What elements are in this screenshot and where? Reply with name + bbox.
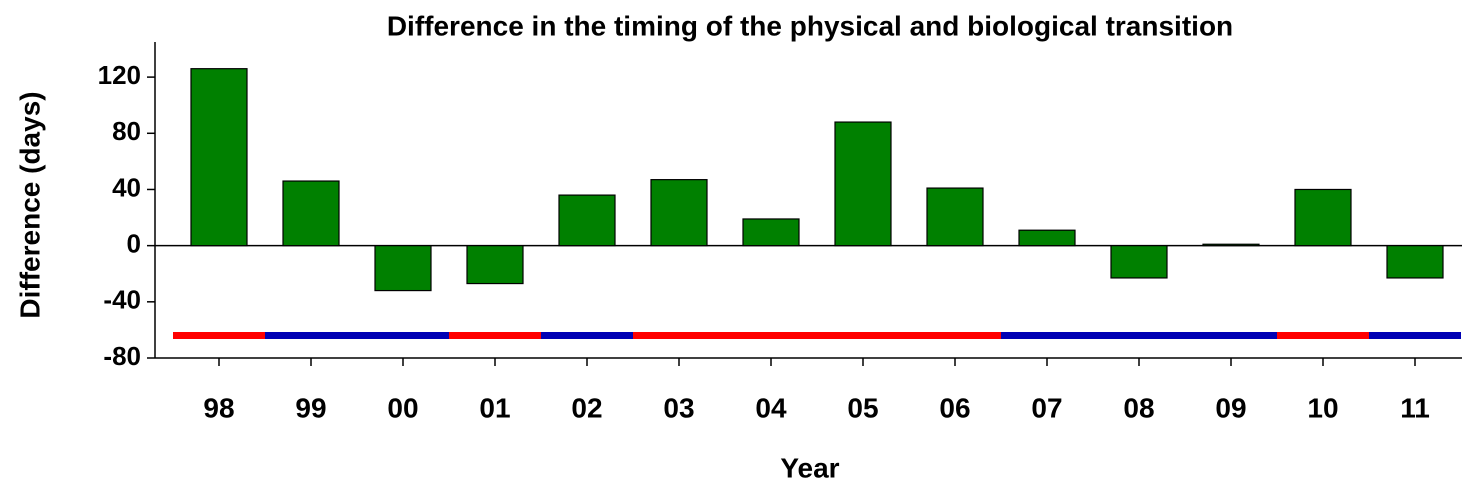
bar [1386,245,1444,279]
y-tick-label: -40 [103,285,141,315]
bar [742,218,800,247]
y-tick-label: -80 [103,341,141,371]
chart-title: Difference in the timing of the physical… [387,10,1233,41]
x-tick-label: 98 [203,392,234,423]
bar [1294,188,1352,247]
bar [650,179,708,247]
x-tick-label: 01 [479,392,510,423]
x-tick-label: 03 [663,392,694,423]
bar [1110,245,1168,279]
x-tick-label: 99 [295,392,326,423]
x-axis-label: Year [780,452,839,483]
y-tick-label: 120 [98,60,141,90]
bar [926,187,984,247]
y-axis-label: Difference (days) [14,91,45,318]
x-tick-label: 02 [571,392,602,423]
y-tick-label: 80 [112,116,141,146]
bar [190,68,248,247]
x-tick-label: 10 [1307,392,1338,423]
bar [1018,229,1076,247]
x-tick-label: 07 [1031,392,1062,423]
x-tick-label: 11 [1400,392,1430,423]
x-tick-label: 09 [1215,392,1246,423]
x-tick-label: 06 [939,392,970,423]
x-tick-label: 04 [755,392,787,423]
x-tick-label: 00 [387,392,418,423]
y-tick-label: 40 [112,172,141,202]
bar [466,245,524,285]
x-tick-label: 08 [1123,392,1154,423]
y-tick-label: 0 [127,229,141,259]
bar [282,180,340,247]
x-tick-label: 05 [847,392,878,423]
bar [834,121,892,247]
bar [1202,243,1260,247]
bar [558,194,616,247]
bar [374,245,432,292]
